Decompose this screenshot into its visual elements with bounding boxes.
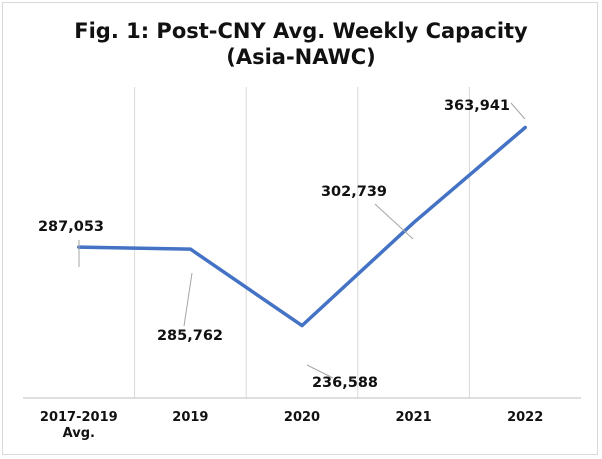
chart-frame: Fig. 1: Post-CNY Avg. Weekly Capacity (As… xyxy=(2,2,598,455)
data-label: 302,739 xyxy=(321,184,387,200)
x-tick-label: Avg. xyxy=(63,426,95,441)
x-tick-label: 2020 xyxy=(284,410,320,425)
data-point xyxy=(523,126,527,130)
x-tick-label: 2019 xyxy=(172,410,208,425)
leader-line xyxy=(183,272,193,327)
line-chart: Fig. 1: Post-CNY Avg. Weekly Capacity(As… xyxy=(23,19,581,441)
data-point xyxy=(188,247,192,251)
chart-title-line-1: Fig. 1: Post-CNY Avg. Weekly Capacity xyxy=(74,19,528,43)
x-tick-label: 2017-2019 xyxy=(40,410,118,425)
data-label: 287,053 xyxy=(38,219,104,235)
data-label: 363,941 xyxy=(444,98,510,114)
series-line xyxy=(77,125,527,328)
x-tick-label: 2022 xyxy=(507,410,543,425)
gridlines xyxy=(134,87,470,398)
leader-line xyxy=(306,364,334,379)
data-point xyxy=(412,221,416,225)
data-point xyxy=(300,324,304,328)
x-tick-label: 2021 xyxy=(396,410,432,425)
series xyxy=(77,125,527,328)
chart-title-line-2: (Asia-NAWC) xyxy=(226,45,376,69)
data-label: 236,588 xyxy=(312,375,378,391)
leader-line xyxy=(510,102,526,120)
chart-title: Fig. 1: Post-CNY Avg. Weekly Capacity(As… xyxy=(74,19,528,69)
data-labels: 287,053 285,762 236,588 302,739 363,941 xyxy=(38,98,526,391)
leader-line xyxy=(374,203,414,240)
data-label: 285,762 xyxy=(157,328,223,344)
